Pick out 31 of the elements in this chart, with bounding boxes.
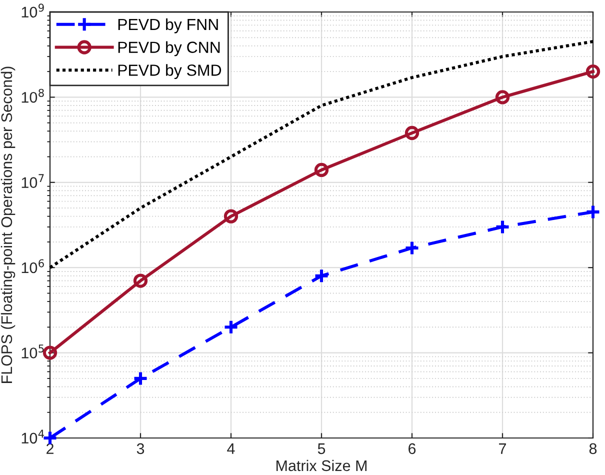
point [495,90,510,104]
legend-label: PEVD by CNN [118,41,220,56]
y-tick-label: 10$^{9}$ [22,4,44,18]
x-tick-label: 7 [499,443,506,454]
x-tick-label: 8 [589,443,597,454]
point [132,370,148,386]
point [314,162,329,178]
point [224,209,238,224]
point [404,240,420,256]
point [133,274,148,288]
point [223,319,239,335]
x-tick-label: 6 [408,443,416,454]
y-tick-label: 10$^{6}$ [22,259,44,274]
y-axis-title: FLOPS (Floating-point Operations per Second) [0,66,16,383]
y-tick-label: 10$^{7}$ [22,174,44,188]
point [404,126,420,140]
point [586,64,600,79]
legend-label: PEVD by SMD [118,64,222,80]
x-tick-label: 4 [227,443,235,454]
point [585,204,601,220]
point [42,346,58,360]
y-tick-label: 10$^{4}$ [22,430,44,444]
y-tick-label: 10$^{5}$ [22,344,44,358]
y-tick-label: 10$^{8}$ [22,88,44,103]
point [314,268,330,284]
point [494,219,510,235]
line-series [48,40,595,270]
legend-label: PEVD by FNN [118,18,218,34]
x-axis-title: Matrix Size M [276,460,367,472]
x-tick-label: 3 [136,443,144,454]
x-tick-label: 5 [318,443,326,454]
